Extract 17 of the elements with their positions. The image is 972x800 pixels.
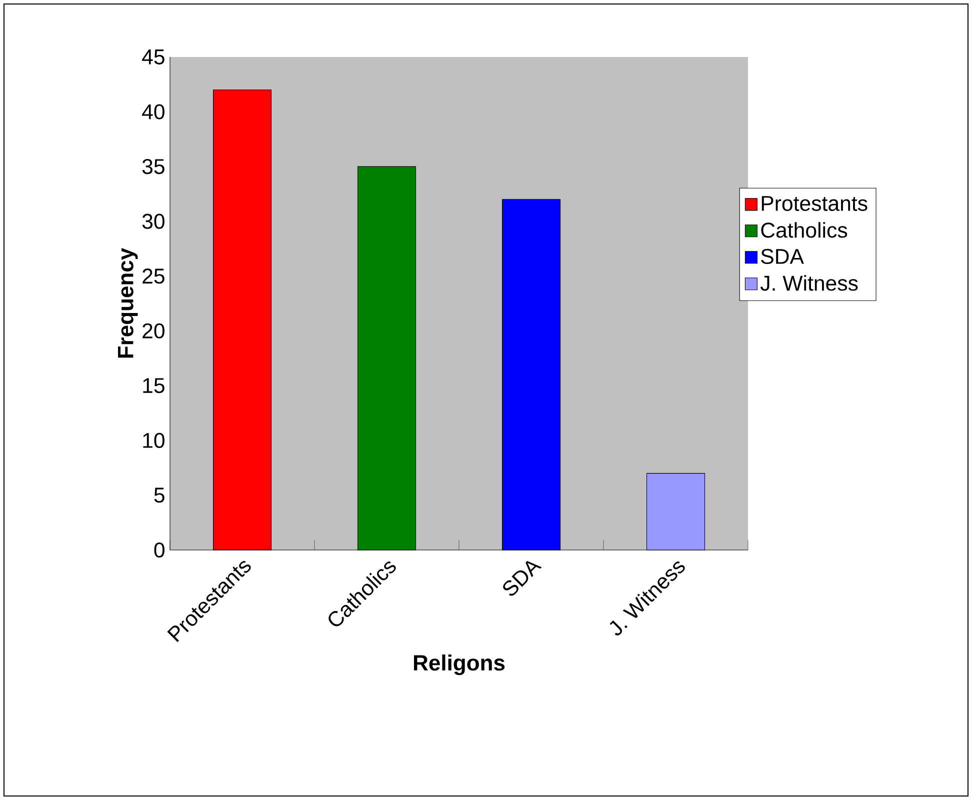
y-tick-label: 0 — [154, 542, 164, 558]
y-tick-label: 5 — [154, 488, 164, 503]
y-tick-label: 30 — [142, 214, 164, 229]
y-tick-label: 20 — [142, 323, 164, 338]
legend-label: J. Witness — [760, 275, 858, 291]
y-tick-label: 15 — [143, 378, 164, 394]
legend-label: Catholics — [761, 222, 848, 238]
y-axis-title: Frequency — [118, 248, 138, 358]
y-tick-label: 10 — [143, 432, 164, 448]
y-tick-label: 35 — [142, 159, 164, 174]
x-axis-title: Religons — [414, 654, 505, 676]
y-tick-label: 45 — [142, 50, 164, 64]
y-tick-label: 40 — [142, 104, 164, 120]
legend-label: Protestants — [762, 196, 868, 211]
legend-label: SDA — [761, 248, 804, 264]
x-tick-label: SDA — [503, 561, 542, 596]
y-tick-label: 25 — [142, 268, 164, 284]
